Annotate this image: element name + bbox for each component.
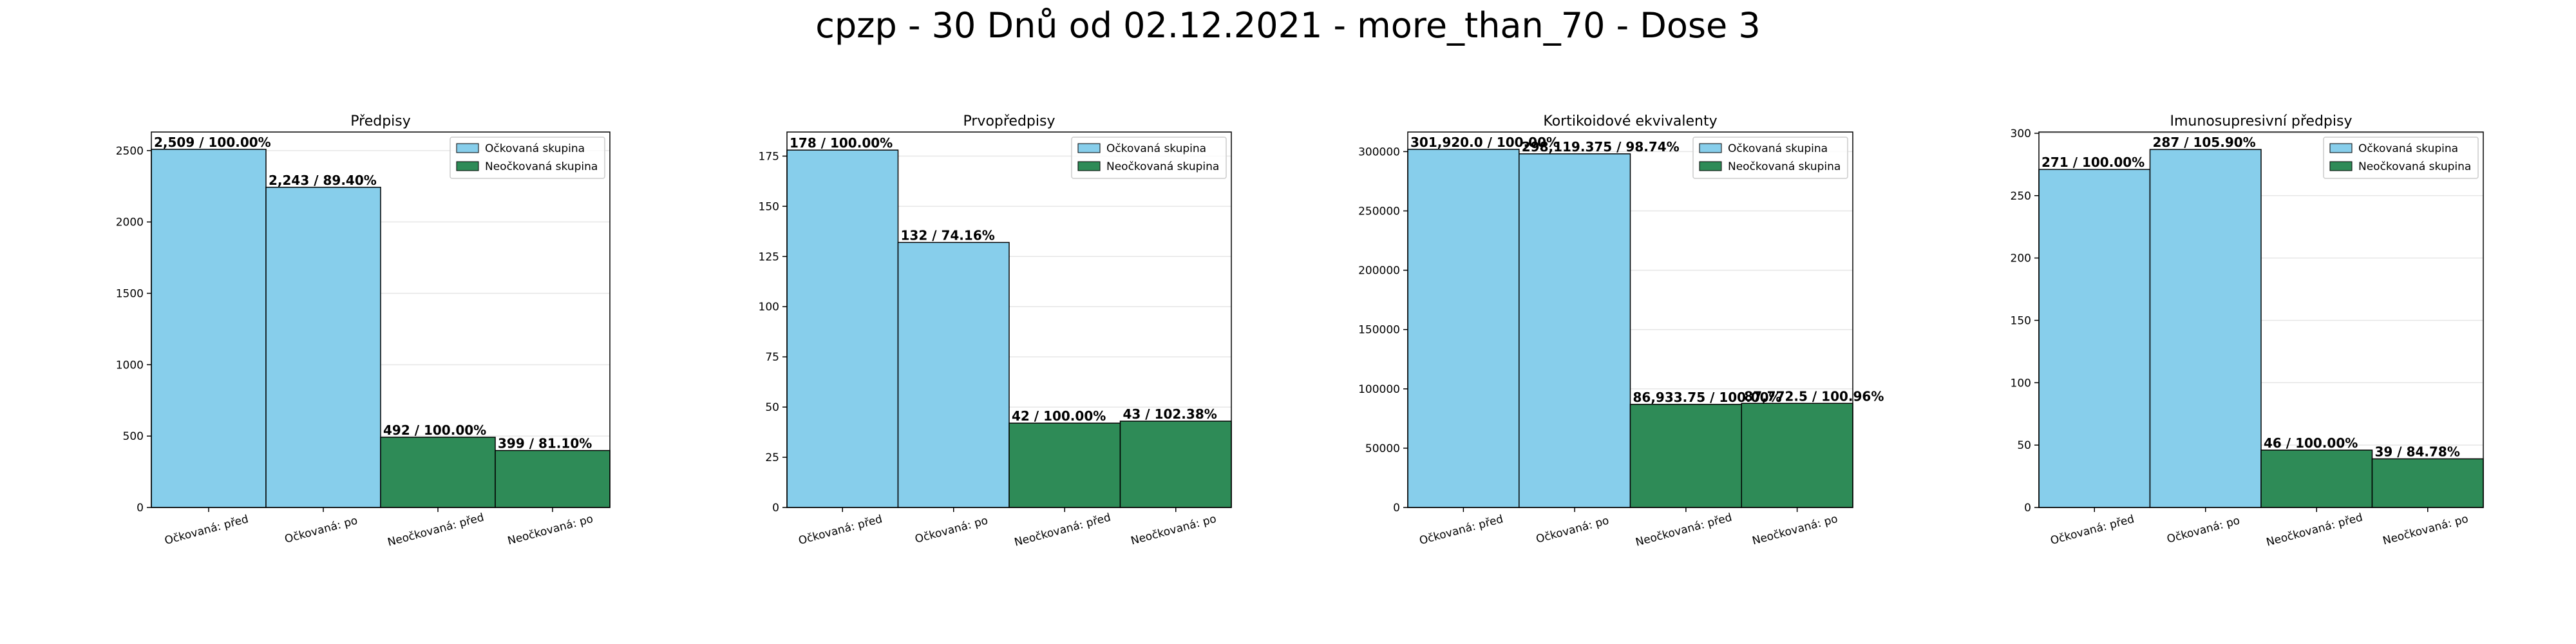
subplot-title: Předpisy [350,113,411,129]
legend-swatch [456,143,479,153]
legend-swatch [2329,143,2353,153]
legend-label: Neočkovaná skupina [1728,160,1841,173]
legend-box [1071,137,1227,179]
bar-label: 178 / 100.00% [790,135,893,151]
bar-label: 43 / 102.38% [1123,406,1217,422]
y-tick-label: 200 [2011,252,2031,265]
y-tick-label: 50 [765,401,779,414]
legend-swatch [2329,161,2353,171]
axes-frame [1407,131,1853,508]
y-tick-label: 1000 [116,359,144,372]
y-tick-label: 50000 [1365,442,1400,455]
y-tick-label: 300000 [1358,146,1400,158]
y-tick-label: 0 [137,502,144,515]
bar [1407,149,1520,508]
bar-label: 87,772.5 / 100.96% [1744,388,1884,404]
bar-label: 2,243 / 89.40% [269,173,377,188]
y-tick-label: 50 [2017,439,2031,452]
legend-swatch [1699,161,1722,171]
y-tick-label: 200000 [1358,265,1400,278]
axes-frame [2038,131,2484,508]
y-tick-label: 100 [759,301,779,314]
bar-label: 132 / 74.16% [901,227,995,243]
subplot-title: Imunosupresivní předpisy [2170,113,2353,129]
figure-title: cpzp - 30 Dnů od 02.12.2021 - more_than_… [815,5,1761,46]
subplot-title: Kortikoidové ekvivalenty [1543,113,1717,129]
legend-swatch [456,161,479,171]
bar [897,242,1010,508]
y-tick-label: 175 [759,150,779,163]
legend-label: Neočkovaná skupina [1106,160,1219,173]
y-tick-label: 2500 [116,145,144,158]
legend-box [450,137,605,179]
y-tick-label: 0 [1393,502,1400,515]
y-tick-label: 250 [2011,190,2031,203]
y-tick-label: 150 [759,200,779,213]
y-tick-label: 100000 [1358,383,1400,396]
y-tick-label: 25 [765,451,779,464]
bar-label: 399 / 81.10% [498,436,592,451]
y-tick-label: 0 [772,502,779,515]
x-tick-label: Neočkovaná: před [2265,511,2364,549]
bar-label: 492 / 100.00% [383,422,486,438]
bar [1741,402,1853,508]
legend-box [1692,137,1848,179]
axes-frame [786,131,1232,508]
axes-frame [151,131,611,508]
bar-label: 287 / 105.90% [2153,135,2256,150]
x-tick-label: Očkovaná: po [2166,514,2242,545]
y-tick-label: 2000 [116,216,144,229]
bar [2149,149,2262,508]
legend-label: Očkovaná skupina [2358,142,2458,155]
bar [380,437,496,508]
y-tick-label: 250000 [1358,205,1400,218]
legend-box [2323,137,2479,179]
x-tick-label: Neočkovaná: po [2382,513,2470,548]
bar [1629,404,1742,508]
bar-label: 301,920.0 / 100.00% [1410,135,1559,150]
subplot-title: Prvopředpisy [963,113,1056,129]
y-tick-label: 150000 [1358,324,1400,337]
bar [786,149,899,508]
legend-label: Očkovaná skupina [1106,142,1206,155]
legend-label: Očkovaná skupina [1728,142,1828,155]
bar-label: 86,933.75 / 100.00% [1633,390,1782,405]
y-tick-label: 0 [2024,502,2031,515]
bar [2038,169,2151,508]
x-tick-label: Očkovaná: před [2049,513,2136,547]
bar-label: 46 / 100.00% [2264,435,2358,451]
bar [2371,458,2484,508]
legend-swatch [1077,161,1101,171]
bar [265,187,381,508]
y-tick-label: 150 [2011,314,2031,327]
legend-label: Neočkovaná skupina [485,160,598,173]
y-tick-label: 75 [765,351,779,364]
y-tick-label: 125 [759,251,779,263]
legend-label: Neočkovaná skupina [2358,160,2471,173]
y-tick-label: 300 [2011,128,2031,140]
bar-label: 271 / 100.00% [2041,155,2145,170]
legend-label: Očkovaná skupina [485,142,585,155]
legend-swatch [1699,143,1722,153]
y-tick-label: 100 [2011,377,2031,390]
y-tick-label: 1500 [116,287,144,300]
bar-label: 42 / 100.00% [1012,408,1106,424]
y-tick-label: 500 [123,430,144,443]
bar-label: 2,509 / 100.00% [154,135,271,150]
bar [2260,450,2373,508]
bar [495,450,611,508]
bar [1519,153,1631,508]
legend-swatch [1077,143,1101,153]
bar-label: 298,119.375 / 98.74% [1522,139,1680,155]
bar-label: 39 / 84.78% [2375,444,2460,459]
